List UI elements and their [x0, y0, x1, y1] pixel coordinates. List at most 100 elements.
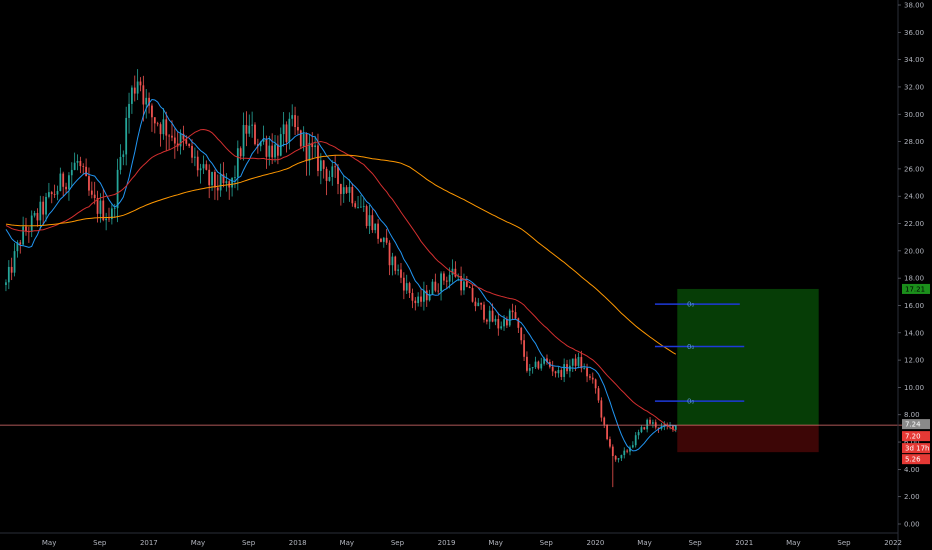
candle-body: [162, 119, 165, 135]
candle-body: [136, 81, 139, 94]
candle-body: [643, 427, 646, 430]
candle-body: [119, 156, 122, 170]
candle-body: [463, 281, 465, 291]
candle-body: [156, 123, 159, 125]
candle-body: [652, 422, 654, 424]
y-tick-label: 10.00: [904, 384, 924, 392]
candle-body: [623, 450, 626, 456]
y-axis[interactable]: 0.00 2.00 4.00 6.00 8.00 10.00 12.00 14.00 16.00…: [897, 0, 924, 550]
candle-body: [388, 242, 391, 266]
candle-body: [603, 417, 606, 425]
candle-body: [319, 160, 322, 171]
y-tick-label: 26.00: [904, 165, 924, 173]
candle-body: [546, 358, 548, 362]
candle-body: [511, 310, 514, 313]
candle-body: [422, 290, 425, 302]
candle-body: [620, 455, 623, 459]
x-tick-label: Sep: [689, 539, 703, 547]
candle-body: [65, 186, 67, 190]
candle-body: [128, 103, 130, 118]
candle-body: [382, 237, 385, 242]
candle-body: [526, 356, 528, 371]
candle-body: [242, 125, 245, 157]
candle-body: [417, 296, 420, 304]
candle-body: [543, 358, 546, 364]
candle-body: [351, 186, 354, 204]
candle-body: [374, 223, 377, 231]
candle-body: [445, 280, 448, 282]
y-tick-label: 18.00: [904, 275, 924, 283]
candle-body: [611, 446, 614, 457]
candle-body: [33, 212, 36, 216]
candle-body: [531, 367, 534, 369]
candle-body: [448, 274, 451, 282]
candle-body: [443, 273, 445, 281]
candle-body: [485, 319, 488, 322]
candle-body: [297, 127, 299, 131]
candle-body: [431, 281, 434, 295]
candle-body: [159, 124, 162, 135]
candle-body: [434, 281, 437, 291]
y-tick-label: 8.00: [904, 411, 920, 419]
badge-bg: [902, 443, 930, 454]
trade-zones: [677, 288, 819, 453]
candle-body: [142, 85, 145, 105]
candle-body: [460, 276, 462, 291]
candle-body: [348, 186, 351, 193]
candle-body: [594, 379, 597, 389]
badge-text: 7.24: [905, 421, 921, 429]
x-tick-label: May: [340, 539, 354, 547]
candle-body: [314, 145, 316, 148]
y-tick-label: 0.00: [904, 521, 920, 529]
loss-zone: [677, 425, 819, 453]
candle-body: [465, 281, 468, 287]
candle-body: [520, 327, 523, 341]
candle-body: [428, 294, 431, 301]
candle-body: [105, 218, 108, 221]
candle-body: [480, 302, 483, 305]
candle-body: [153, 117, 156, 124]
candle-body: [254, 124, 256, 145]
y-tick-label: 14.00: [904, 329, 924, 337]
candle-body: [188, 143, 191, 146]
candle-body: [182, 133, 185, 140]
x-tick-label: May: [488, 539, 502, 547]
candle-body: [13, 251, 16, 273]
candle-body: [5, 282, 7, 285]
candle-body: [59, 173, 62, 192]
candle-body: [165, 119, 168, 136]
candle-body: [606, 424, 608, 440]
x-tick-label: May: [637, 539, 651, 547]
candle-body: [131, 87, 133, 104]
candle-body: [279, 134, 282, 156]
y-tick-label: 22.00: [904, 220, 924, 228]
candle-body: [534, 361, 537, 368]
candle-body: [454, 268, 457, 277]
candle-body: [62, 173, 65, 187]
badge-text: 17.21: [905, 285, 925, 293]
price-badge-last: 7.24: [902, 419, 930, 430]
candle-body: [185, 139, 188, 144]
candle-body: [325, 168, 328, 181]
candle-body: [583, 367, 586, 369]
candle-body: [523, 340, 525, 357]
candle-body: [76, 160, 79, 163]
candle-body: [42, 201, 45, 215]
candle-body: [377, 223, 379, 239]
candle-body: [368, 215, 371, 226]
x-tick-label: Sep: [540, 539, 554, 547]
candle-body: [285, 124, 288, 142]
candle-body: [331, 166, 334, 177]
candle-body: [216, 187, 219, 191]
candle-body: [110, 208, 113, 220]
candle-body: [637, 432, 640, 436]
candle-body: [500, 326, 503, 329]
candle-body: [440, 273, 442, 292]
candle-body: [211, 172, 213, 186]
candle-body: [408, 283, 411, 293]
moving-averages: [5, 98, 677, 452]
x-axis[interactable]: May Sep 2017 May Sep 2018 May Sep 2019 May Sep 2020…: [0, 532, 902, 547]
candle-body: [437, 290, 440, 292]
candle-body: [634, 435, 637, 446]
